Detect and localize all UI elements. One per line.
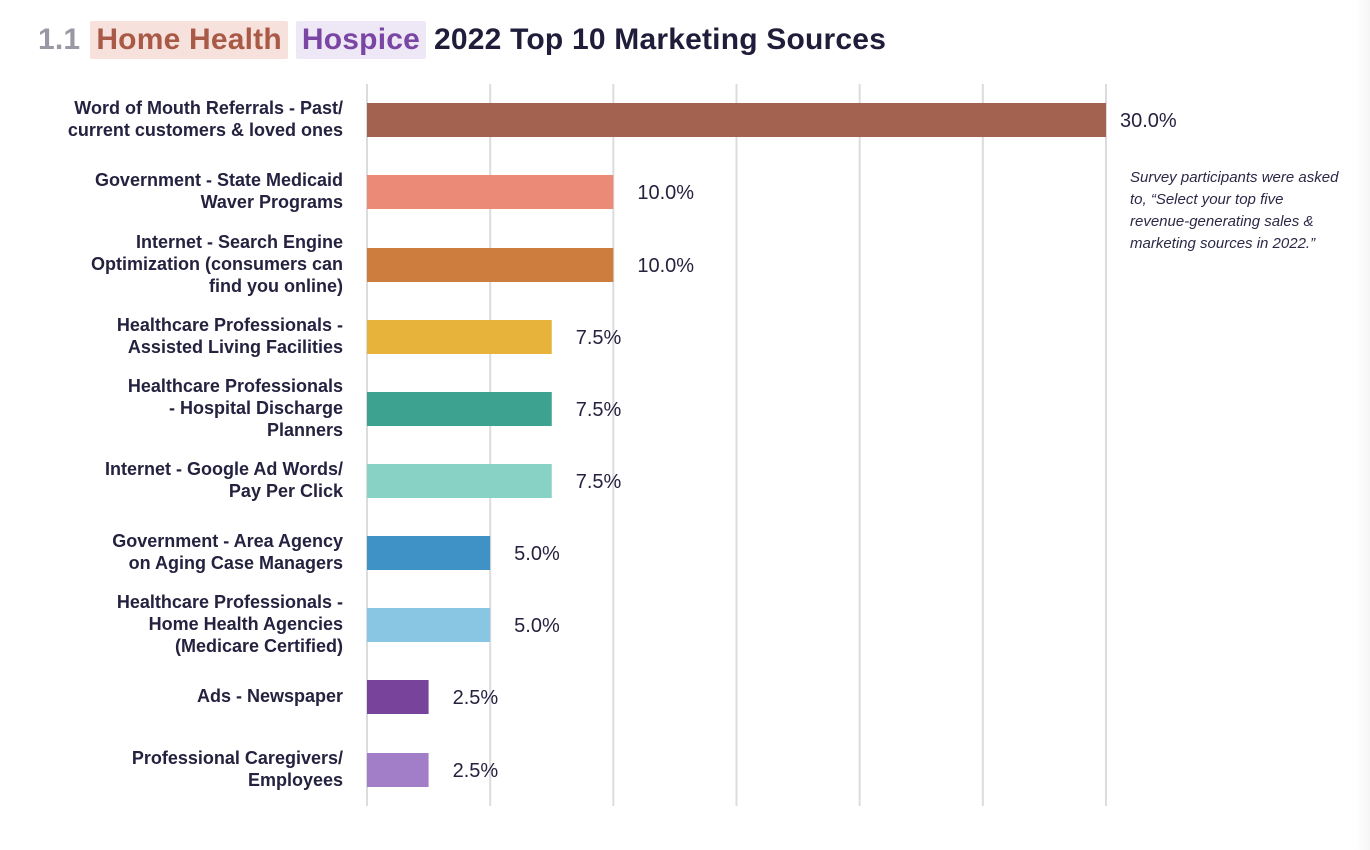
bar-9 [367, 680, 429, 714]
category-label-3: Internet - Search Engine Optimization (co… [90, 232, 343, 296]
title-text: 2022 Top 10 Marketing Sources [434, 23, 887, 56]
home-health-tag: Home Health [90, 21, 288, 59]
value-label-6: 7.5% [576, 471, 622, 493]
bar-2 [367, 175, 614, 209]
bars [367, 103, 1106, 787]
hospice-tag: Hospice [295, 21, 426, 59]
value-label-3: 10.0% [637, 255, 694, 277]
chart-title: 1.1 Home Health Hospice 2022 Top 10 Mark… [38, 20, 886, 60]
category-label-2: Government - State Medicaid Waver Program… [94, 170, 343, 212]
value-label-5: 7.5% [576, 399, 622, 421]
category-label-7: Government - Area Agency on Aging Case Ma… [112, 531, 343, 573]
bar-3 [367, 248, 614, 282]
value-label-2: 10.0% [637, 182, 694, 204]
value-label-10: 2.5% [453, 760, 499, 782]
page-edge [1356, 0, 1370, 850]
bar-10 [367, 753, 429, 787]
category-label-1: Word of Mouth Referrals - Past/current c… [67, 98, 343, 140]
category-label-9: Ads - Newspaper [196, 686, 343, 706]
bar-5 [367, 392, 552, 426]
value-label-7: 5.0% [514, 543, 560, 565]
value-label-4: 7.5% [576, 327, 622, 349]
bar-6 [367, 464, 552, 498]
value-label-9: 2.5% [453, 687, 499, 709]
category-label-10: Professional Caregivers/Employees [131, 748, 343, 790]
bar-7 [367, 536, 491, 570]
section-number: 1.1 [38, 23, 81, 56]
category-label-4: Healthcare Professionals - Assisted Livin… [116, 315, 343, 357]
bar-4 [367, 320, 552, 354]
bar-8 [367, 608, 491, 642]
value-label-1: 30.0% [1120, 110, 1177, 132]
survey-note: Survey participants were asked to, “Sele… [1130, 169, 1339, 252]
category-label-5: Healthcare Professionals - Hospital Disch… [127, 376, 343, 440]
bar-1 [367, 103, 1106, 137]
category-label-6: Internet - Google Ad Words/Pay Per Click [105, 459, 343, 501]
value-label-8: 5.0% [514, 615, 560, 637]
value-labels: 30.0% 10.0% 10.0% 7.5% 7.5% 7.5% 5.0% 5.0% 2.5% 2… [453, 110, 1177, 782]
category-label-8: Healthcare Professionals - Home Health Ag… [116, 592, 343, 656]
